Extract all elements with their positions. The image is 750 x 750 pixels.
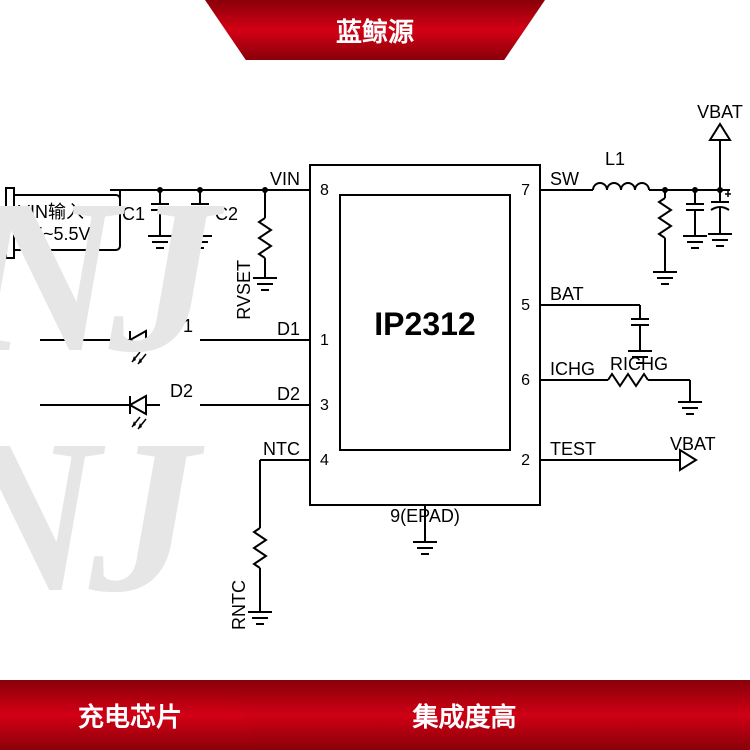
pin-sw-num: 7 — [521, 182, 530, 199]
pin-vin-num: 8 — [320, 182, 329, 199]
schematic-area: NJ NJ — [0, 60, 750, 680]
vin-label-1: VIN输入 — [18, 202, 84, 222]
richg-label: RICHG — [610, 354, 668, 374]
pin-sw-label: SW — [550, 169, 579, 189]
rvset-label: RVSET — [234, 260, 254, 320]
c2-label: C2 — [215, 204, 238, 224]
epad-gnd — [413, 530, 437, 554]
root: NJ NJ — [0, 0, 750, 750]
pin-ichg-label: ICHG — [550, 359, 595, 379]
banner-bottom-right: 集成度高 — [413, 680, 517, 750]
vin-label-2: 4.5~5.5V — [18, 224, 91, 244]
pin-bat-num: 5 — [521, 297, 530, 314]
c1-label: C1 — [122, 204, 145, 224]
pin-ntc-label: NTC — [263, 439, 300, 459]
banner-bottom-left: 充电芯片 — [0, 680, 260, 750]
pin-test-num: 2 — [521, 452, 530, 469]
pin-d2-num: 3 — [320, 397, 329, 414]
pin-d1-num: 1 — [320, 332, 329, 349]
pin-ntc-num: 4 — [320, 452, 329, 469]
d1-led-label: D1 — [170, 316, 193, 336]
pin-ichg-num: 6 — [521, 372, 530, 389]
vbat-right-label: VBAT — [670, 434, 716, 454]
pin-bat-label: BAT — [550, 284, 584, 304]
pin-test-label: TEST — [550, 439, 596, 459]
l1-label: L1 — [605, 149, 625, 169]
d2-led-label: D2 — [170, 381, 193, 401]
schematic-svg: IP2312 VIN 8 D1 1 D2 3 NTC 4 SW 7 BAT 5 … — [0, 60, 750, 680]
banner-top: 蓝鲸源 — [205, 0, 545, 60]
vbat-top-label: VBAT — [697, 102, 743, 122]
chip-name: IP2312 — [374, 306, 475, 342]
pin-vin-label: VIN — [270, 169, 300, 189]
rntc-label: RNTC — [229, 580, 249, 630]
pin-d2-label: D2 — [277, 384, 300, 404]
pin-d1-label: D1 — [277, 319, 300, 339]
